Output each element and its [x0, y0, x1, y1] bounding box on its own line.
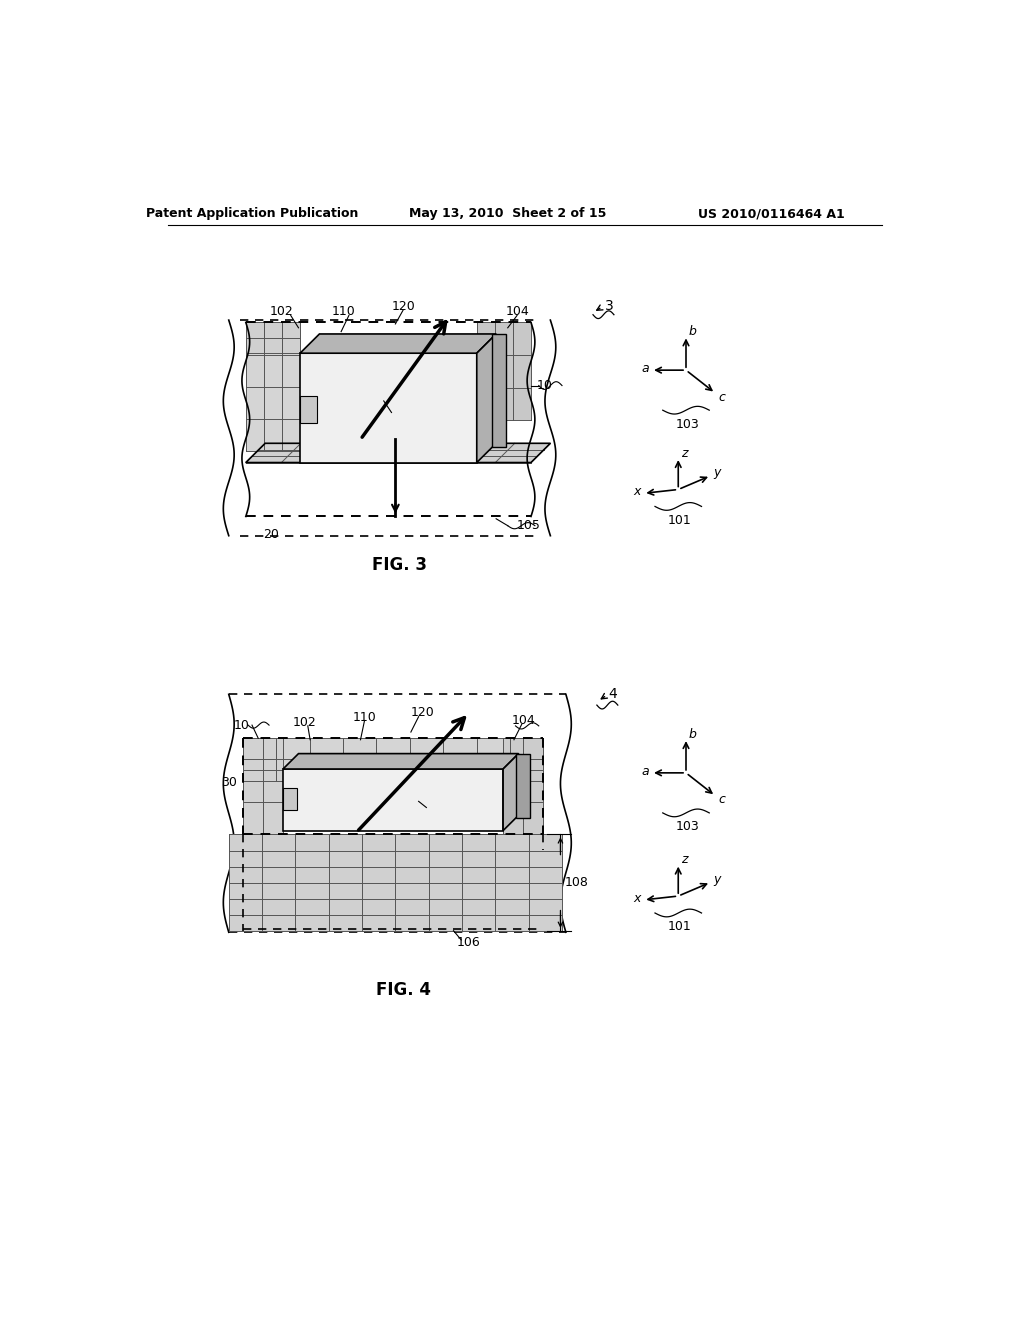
Polygon shape [300, 334, 496, 354]
Text: 101: 101 [668, 513, 691, 527]
Text: FIG. 4: FIG. 4 [376, 981, 431, 999]
Text: US 2010/0116464 A1: US 2010/0116464 A1 [698, 207, 845, 220]
Bar [243, 738, 283, 834]
Text: y: y [714, 466, 721, 479]
Text: 120: 120 [411, 706, 434, 719]
Text: b: b [688, 325, 696, 338]
Bar [503, 738, 544, 834]
Bar [516, 754, 530, 817]
Bar [477, 322, 531, 420]
Text: 3: 3 [604, 300, 613, 313]
Text: 108: 108 [564, 875, 588, 888]
Bar [228, 834, 562, 931]
Text: 39: 39 [395, 407, 411, 418]
Bar [283, 788, 297, 809]
Text: 30: 30 [221, 776, 237, 788]
Text: May 13, 2010  Sheet 2 of 15: May 13, 2010 Sheet 2 of 15 [409, 207, 606, 220]
Text: 104: 104 [511, 714, 536, 727]
Text: c: c [718, 793, 725, 807]
Text: z: z [681, 446, 688, 459]
Bar [300, 396, 317, 422]
Text: 120: 120 [391, 300, 415, 313]
Bar [283, 770, 503, 830]
Text: 106: 106 [457, 936, 481, 949]
Text: 4: 4 [608, 686, 617, 701]
Text: c: c [718, 391, 725, 404]
Text: 102: 102 [293, 715, 316, 729]
Bar [300, 354, 477, 462]
Polygon shape [503, 754, 518, 830]
Polygon shape [246, 444, 550, 462]
Bar [246, 322, 300, 451]
Text: 103: 103 [676, 820, 699, 833]
Text: 101: 101 [668, 920, 691, 933]
Text: 104: 104 [505, 305, 529, 318]
Bar [493, 334, 506, 447]
Text: a: a [641, 362, 649, 375]
Polygon shape [283, 754, 518, 770]
Text: x: x [634, 892, 641, 906]
Text: 49: 49 [430, 801, 446, 814]
Text: 102: 102 [269, 305, 293, 318]
Text: 10: 10 [537, 379, 553, 392]
Text: y: y [714, 873, 721, 886]
Text: FIG. 3: FIG. 3 [372, 556, 427, 574]
Text: b: b [688, 727, 696, 741]
Polygon shape [477, 334, 496, 462]
Text: Patent Application Publication: Patent Application Publication [145, 207, 358, 220]
Text: 110: 110 [352, 711, 376, 723]
Text: x: x [634, 486, 641, 499]
Text: 105: 105 [517, 519, 541, 532]
Text: 10: 10 [233, 718, 250, 731]
Text: 103: 103 [676, 417, 699, 430]
Text: z: z [681, 853, 688, 866]
Text: 20: 20 [263, 528, 280, 541]
Bar [246, 322, 300, 354]
Text: a: a [641, 764, 649, 777]
Bar [243, 738, 544, 780]
Text: 110: 110 [332, 305, 355, 318]
